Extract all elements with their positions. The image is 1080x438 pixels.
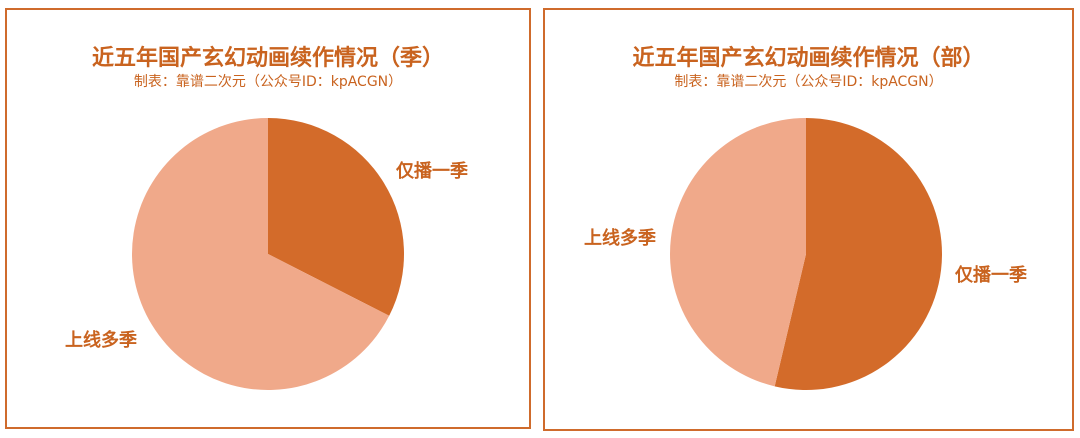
pie-slice-multi [669, 117, 806, 387]
chart-title: 近五年国产玄幻动画续作情况（季） [91, 46, 444, 71]
pie-slice-once [268, 118, 404, 316]
pie-slice-once [774, 118, 942, 390]
slice-label-multi: 上线多季 [65, 330, 137, 351]
slice-label-once: 仅播一季 [396, 161, 468, 182]
slice-label-multi: 上线多季 [584, 228, 656, 249]
chart-title: 近五年国产玄幻动画续作情况（部） [632, 46, 985, 71]
slice-label-once: 仅播一季 [955, 265, 1027, 286]
pie-slice-multi [132, 118, 390, 390]
chart-subtitle: 制表：靠谱二次元（公众号ID：kpACGN） [674, 74, 943, 90]
chart-subtitle: 制表：靠谱二次元（公众号ID：kpACGN） [133, 74, 403, 90]
